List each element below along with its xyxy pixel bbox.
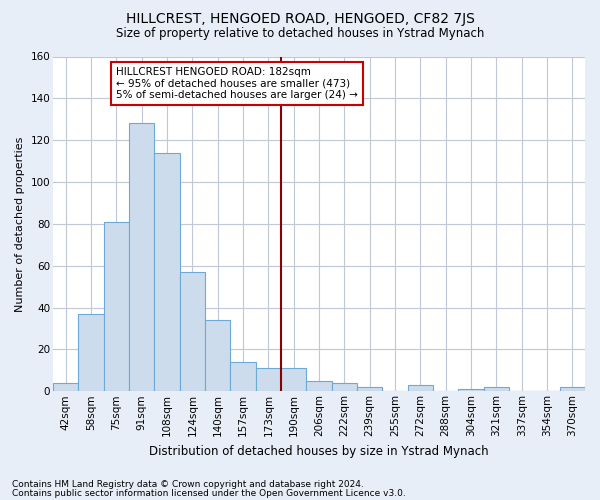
Bar <box>256 368 281 392</box>
Text: HILLCREST HENGOED ROAD: 182sqm
← 95% of detached houses are smaller (473)
5% of : HILLCREST HENGOED ROAD: 182sqm ← 95% of … <box>116 67 358 100</box>
Bar <box>407 385 433 392</box>
Bar <box>484 387 509 392</box>
Bar <box>180 272 205 392</box>
Text: Contains public sector information licensed under the Open Government Licence v3: Contains public sector information licen… <box>12 488 406 498</box>
Bar <box>53 383 79 392</box>
Bar <box>281 368 307 392</box>
Bar <box>104 222 129 392</box>
Bar <box>357 387 382 392</box>
Text: Size of property relative to detached houses in Ystrad Mynach: Size of property relative to detached ho… <box>116 28 484 40</box>
X-axis label: Distribution of detached houses by size in Ystrad Mynach: Distribution of detached houses by size … <box>149 444 489 458</box>
Bar <box>230 362 256 392</box>
Bar <box>205 320 230 392</box>
Bar <box>307 381 332 392</box>
Bar <box>79 314 104 392</box>
Bar <box>560 387 585 392</box>
Y-axis label: Number of detached properties: Number of detached properties <box>15 136 25 312</box>
Bar <box>458 389 484 392</box>
Bar <box>129 124 154 392</box>
Text: Contains HM Land Registry data © Crown copyright and database right 2024.: Contains HM Land Registry data © Crown c… <box>12 480 364 489</box>
Text: HILLCREST, HENGOED ROAD, HENGOED, CF82 7JS: HILLCREST, HENGOED ROAD, HENGOED, CF82 7… <box>125 12 475 26</box>
Bar <box>154 152 180 392</box>
Bar <box>332 383 357 392</box>
